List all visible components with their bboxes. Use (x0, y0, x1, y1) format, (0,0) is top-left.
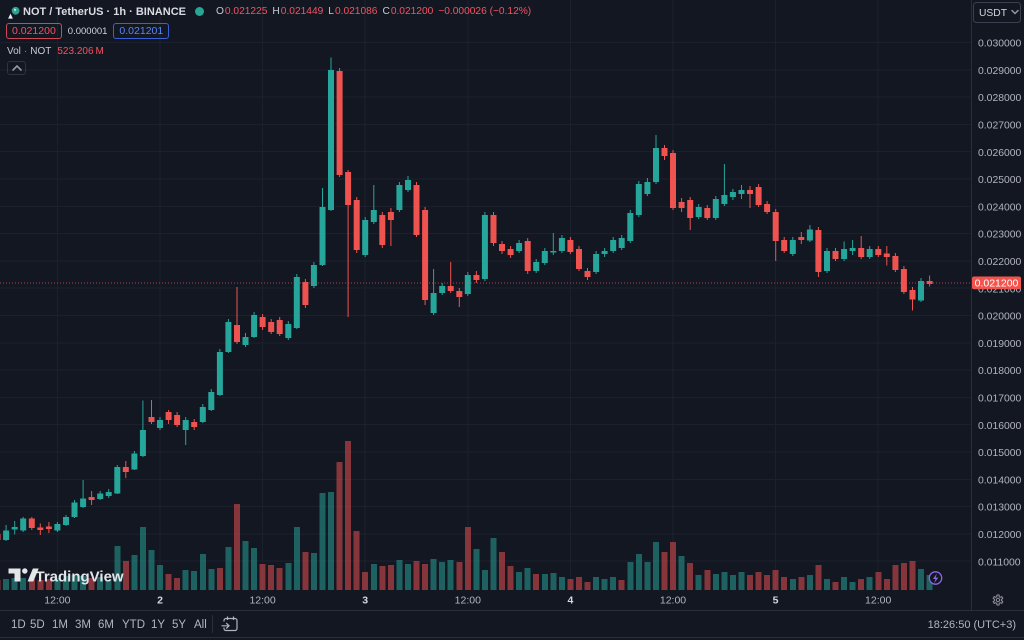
svg-text:YTD: YTD (122, 619, 145, 631)
svg-text:4: 4 (567, 595, 573, 607)
svg-text:0.018000: 0.018000 (978, 366, 1022, 377)
svg-text:0.027000: 0.027000 (978, 121, 1022, 132)
svg-text:12:00: 12:00 (865, 595, 891, 607)
svg-text:0.013000: 0.013000 (978, 503, 1022, 514)
svg-text:3: 3 (362, 595, 368, 607)
svg-text:0.011000: 0.011000 (978, 557, 1021, 568)
svg-text:0.022000: 0.022000 (978, 257, 1022, 268)
svg-text:0.028000: 0.028000 (978, 93, 1022, 104)
svg-text:6M: 6M (98, 619, 114, 631)
svg-text:1D: 1D (11, 619, 26, 631)
svg-text:0.020000: 0.020000 (978, 312, 1022, 323)
svg-text:12:00: 12:00 (455, 595, 481, 607)
svg-text:0.021200: 0.021200 (975, 278, 1019, 290)
svg-text:1Y: 1Y (151, 619, 165, 631)
svg-text:0.015000: 0.015000 (978, 448, 1022, 459)
svg-text:0.016000: 0.016000 (978, 421, 1022, 432)
svg-text:0.014000: 0.014000 (978, 475, 1022, 486)
svg-text:0.021000: 0.021000 (978, 284, 1022, 295)
svg-text:12:00: 12:00 (249, 595, 275, 607)
svg-text:USDT: USDT (979, 8, 1008, 19)
svg-text:12:00: 12:00 (660, 595, 686, 607)
svg-text:1M: 1M (52, 619, 68, 631)
svg-text:12:00: 12:00 (44, 595, 70, 607)
svg-text:0.023000: 0.023000 (978, 230, 1022, 241)
svg-text:0.024000: 0.024000 (978, 202, 1022, 213)
svg-text:0.012000: 0.012000 (978, 530, 1022, 541)
svg-text:5D: 5D (30, 619, 45, 631)
svg-text:0.030000: 0.030000 (978, 39, 1022, 50)
svg-text:18:26:50 (UTC+3): 18:26:50 (UTC+3) (928, 619, 1016, 631)
svg-text:0.026000: 0.026000 (978, 148, 1022, 159)
svg-text:3M: 3M (75, 619, 91, 631)
svg-text:0.017000: 0.017000 (978, 394, 1022, 405)
svg-text:TradingView: TradingView (36, 569, 124, 586)
svg-text:0.019000: 0.019000 (978, 339, 1022, 350)
svg-text:All: All (194, 619, 207, 631)
svg-text:0.029000: 0.029000 (978, 66, 1022, 77)
svg-text:5: 5 (773, 595, 779, 607)
svg-text:2: 2 (157, 595, 163, 607)
svg-text:0.025000: 0.025000 (978, 175, 1022, 186)
svg-text:5Y: 5Y (172, 619, 186, 631)
